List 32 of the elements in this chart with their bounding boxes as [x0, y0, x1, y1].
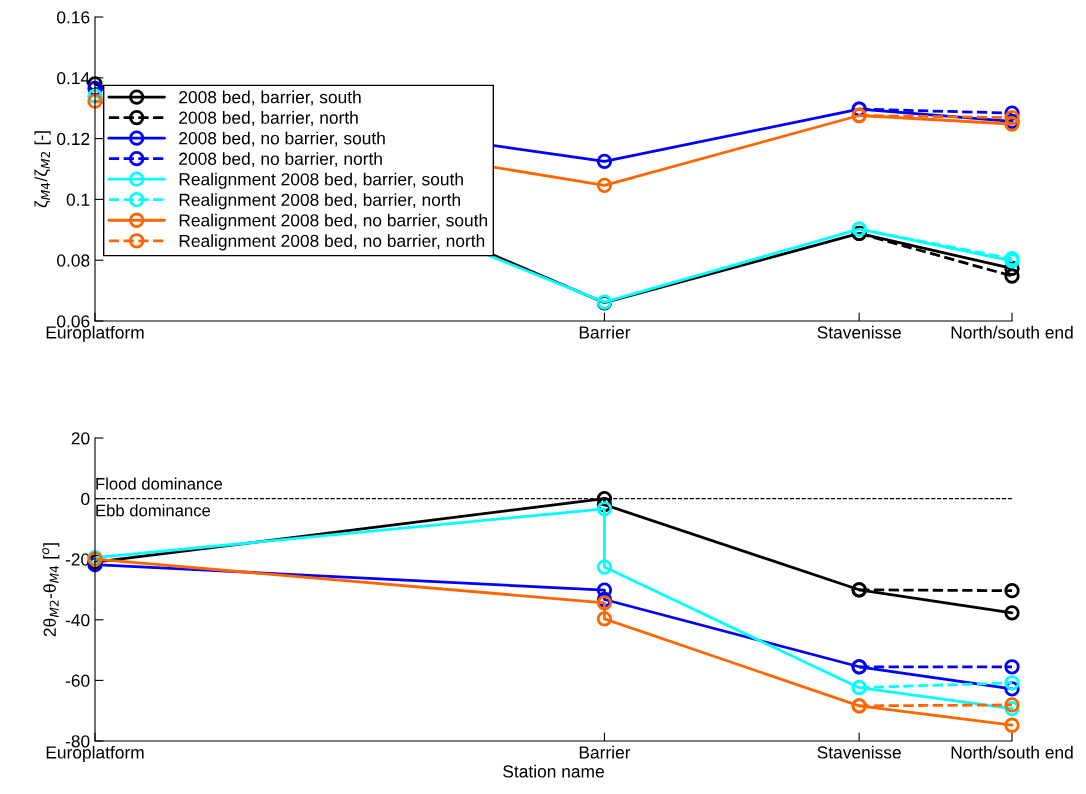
y-tick-label: 20: [71, 432, 90, 445]
y-tick-label: 0.06: [57, 315, 90, 328]
y-tick-label: 0.08: [57, 254, 90, 267]
x-axis-title: Station name: [503, 764, 604, 778]
y-tick-label: -40: [65, 613, 90, 627]
annotation: Ebb dominance: [96, 504, 211, 517]
x-tick-label: Europlatform: [46, 745, 144, 763]
x-tick-label: North/south end: [951, 325, 1073, 339]
legend-label: 2008 bed, barrier, north: [179, 111, 358, 126]
legend-label: Realignment 2008 bed, barrier, south: [179, 172, 463, 189]
y-tick-label: 0: [81, 492, 90, 506]
y-tick-label: 0.1: [66, 193, 90, 206]
x-tick-label: Barrier: [579, 745, 631, 759]
y-tick-label: -60: [65, 674, 90, 687]
x-tick-label: North/south end: [951, 745, 1073, 759]
y-tick-label: 0.14: [57, 71, 90, 85]
legend-label: 2008 bed, no barrier, north: [179, 152, 382, 167]
legend-label: Realignment 2008 bed, barrier, north: [179, 193, 460, 210]
y-tick-label: 0.12: [57, 132, 90, 146]
legend-label: Realignment 2008 bed, no barrier, north: [179, 234, 485, 251]
legend-label: Realignment 2008 bed, no barrier, south: [179, 213, 488, 230]
x-tick-label: Europlatform: [46, 325, 144, 343]
x-tick-label: Barrier: [579, 325, 631, 339]
x-tick-label: Stavenisse: [817, 325, 901, 339]
legend-label: 2008 bed, barrier, south: [179, 90, 361, 106]
legend-label: 2008 bed, no barrier, south: [179, 131, 385, 147]
y-axis-title: ζ$_{M4}$/ζ$_{M2}$ [-]: [34, 131, 51, 208]
annotation: Flood dominance: [96, 477, 223, 490]
x-tick-label: Stavenisse: [817, 745, 901, 759]
y-tick-label: -80: [65, 735, 90, 748]
y-axis-title: 2θ$_{M2}$-θ$_{M4}$ [$^{o}$]: [42, 543, 60, 637]
y-tick-label: 0.16: [57, 11, 90, 24]
